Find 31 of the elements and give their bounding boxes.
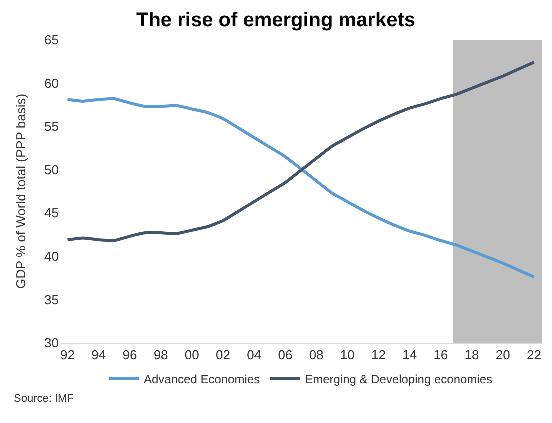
line-series (66, 61, 536, 242)
x-tick-label: 98 (154, 348, 168, 363)
x-tick-label: 94 (92, 348, 106, 363)
x-tick-label: 22 (526, 348, 542, 363)
x-tick-label: 16 (434, 348, 448, 363)
y-tick-label: 35 (44, 292, 59, 308)
chart-title: The rise of emerging markets (136, 10, 416, 32)
x-tick-label: 02 (216, 348, 230, 363)
y-tick-label: 60 (44, 76, 59, 91)
x-tick-label: 08 (309, 348, 324, 363)
x-tick-label: 04 (247, 348, 262, 363)
y-tick-label: 55 (44, 119, 59, 134)
y-tick-label: 65 (44, 32, 59, 48)
y-tick-label: 50 (44, 162, 59, 178)
legend-label: Advanced Economies (144, 372, 260, 386)
line-series (66, 97, 536, 279)
x-tick-label: 00 (184, 348, 200, 363)
source-note: Source: IMF (14, 393, 74, 405)
x-tick-label: 06 (278, 348, 293, 363)
y-tick-label: 30 (44, 336, 59, 351)
y-tick-label: 45 (44, 206, 59, 221)
y-axis-title: GDP % of World total (PPP basis) (13, 94, 28, 290)
y-tick-label: 40 (44, 248, 59, 264)
x-tick-label: 92 (60, 348, 76, 363)
x-tick-label: 10 (340, 348, 355, 363)
x-tick-label: 14 (402, 348, 418, 363)
x-tick-label: 12 (372, 348, 386, 363)
legend-label: Emerging & Developing economies (305, 372, 493, 386)
x-tick-label: 18 (464, 348, 480, 363)
x-tick-label: 20 (496, 348, 510, 363)
x-tick-label: 96 (122, 348, 138, 363)
